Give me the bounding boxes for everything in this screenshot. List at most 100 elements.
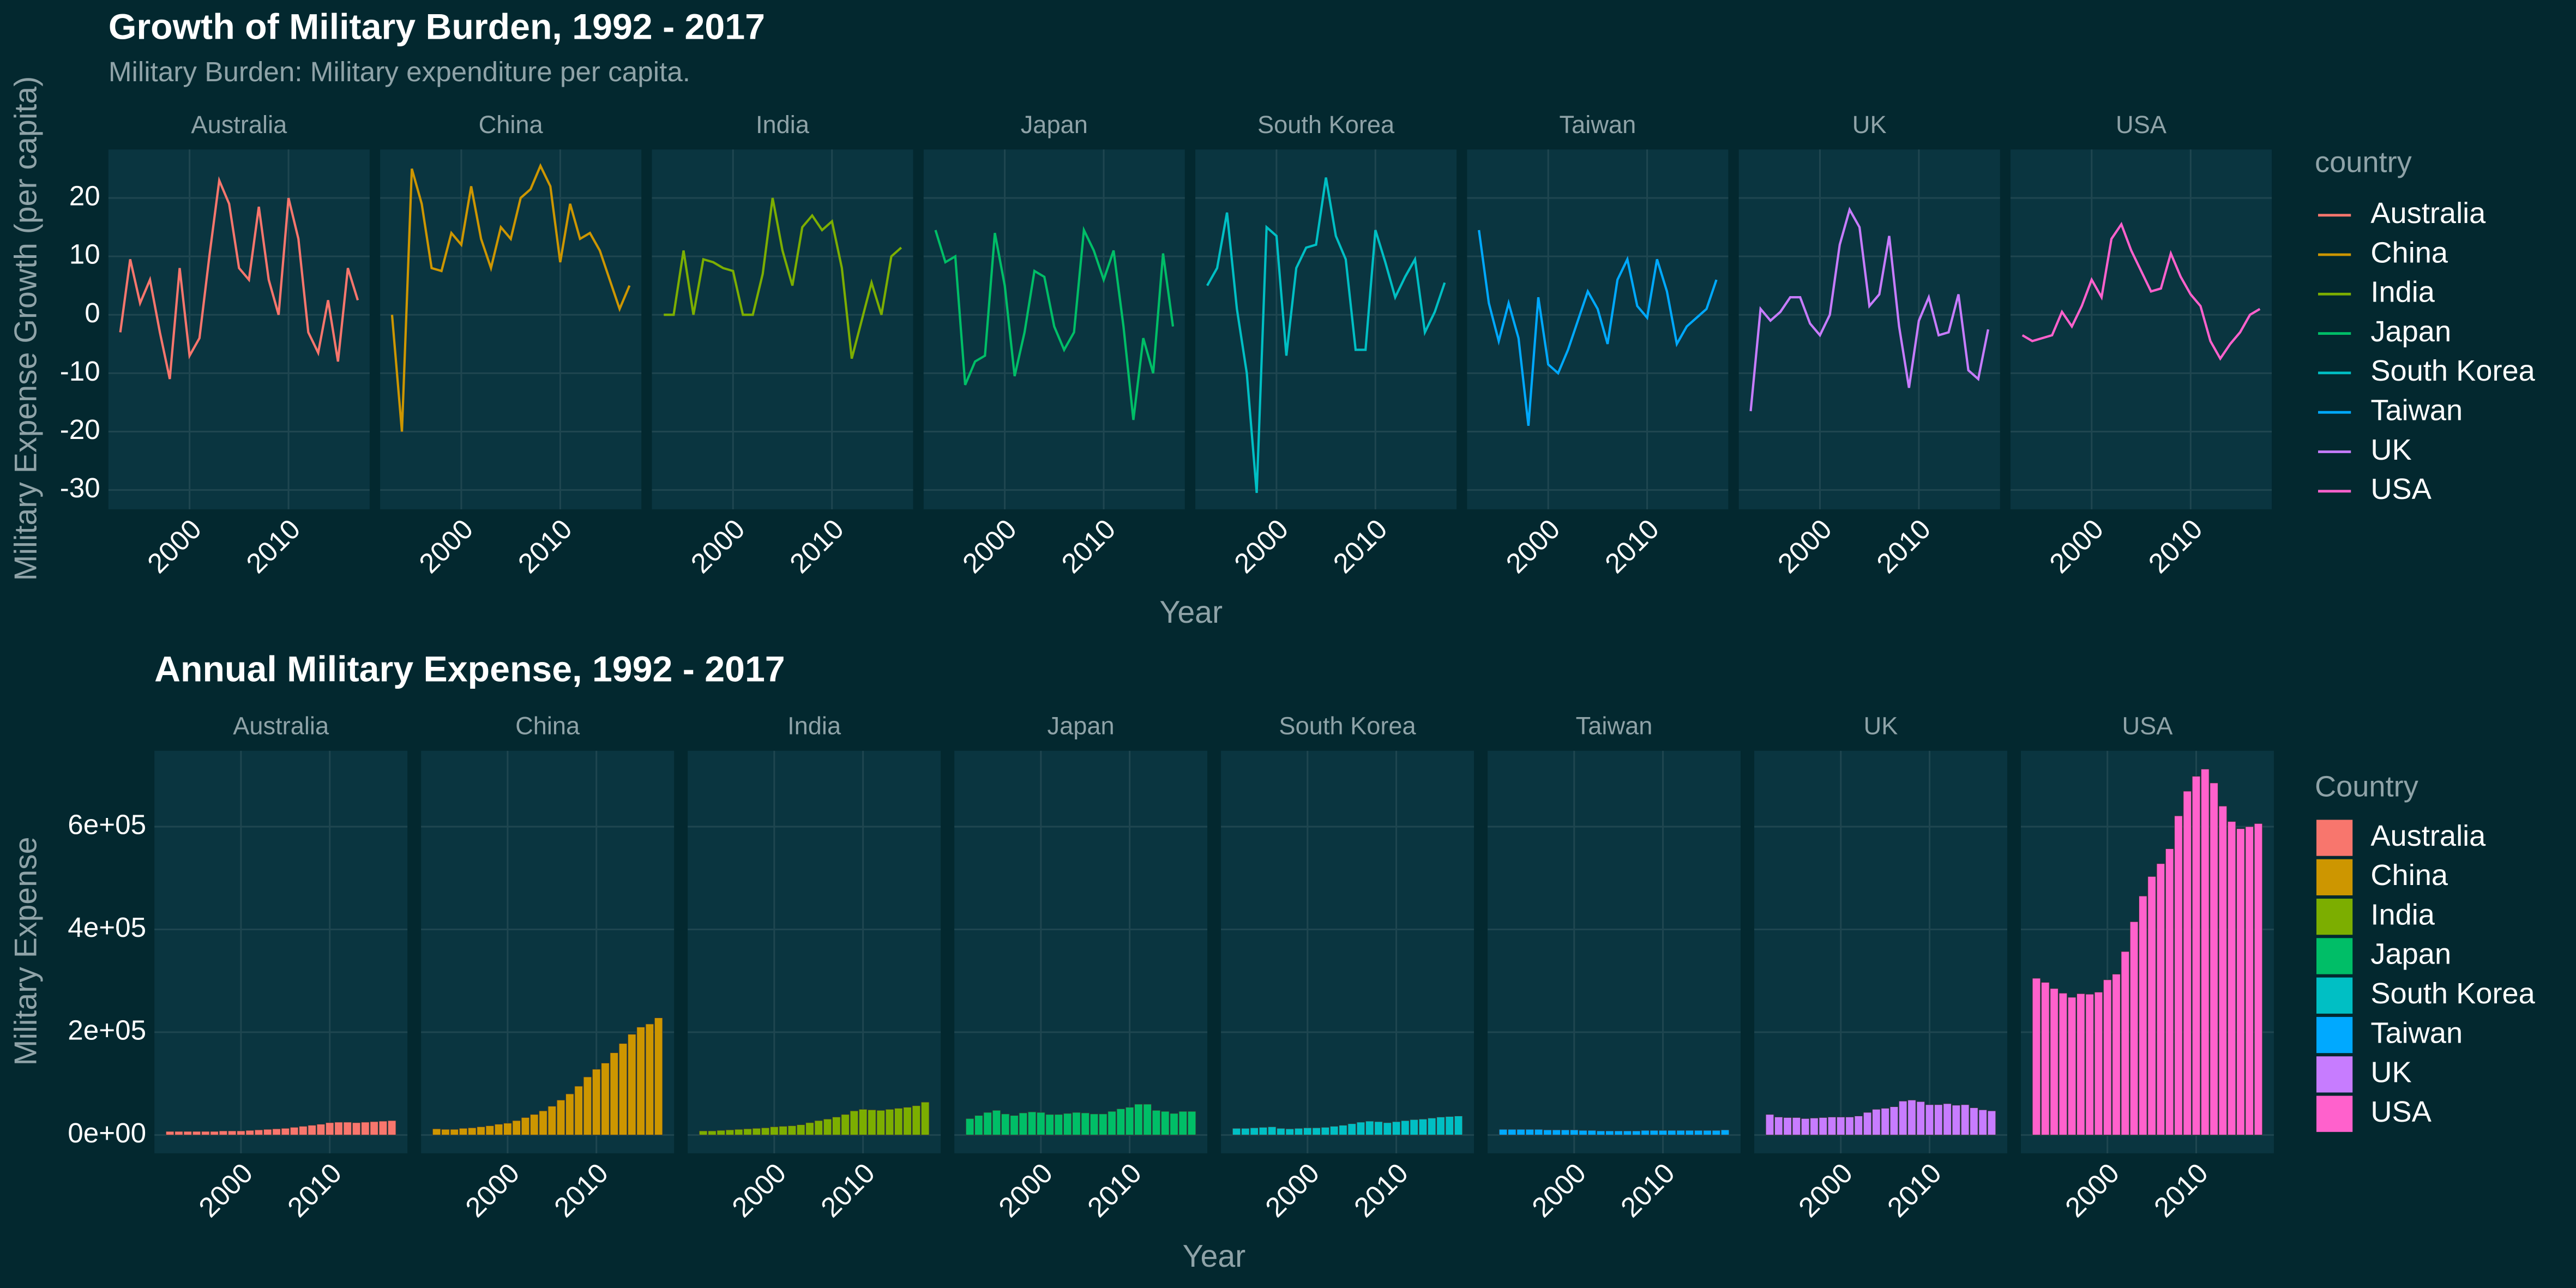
bar xyxy=(2121,951,2130,1135)
strip-label: South Korea xyxy=(1279,712,1416,740)
bar xyxy=(1285,1128,1295,1135)
legend-label: UK xyxy=(2370,434,2411,466)
bar xyxy=(2077,993,2085,1135)
bar xyxy=(1099,1114,1108,1135)
legend-title: country xyxy=(2315,146,2412,179)
bar xyxy=(2067,997,2077,1135)
bar xyxy=(183,1131,192,1135)
bar xyxy=(574,1086,583,1135)
bar xyxy=(1845,1116,1854,1135)
y-tick-label: -20 xyxy=(60,414,100,445)
y-tick-label: 0e+00 xyxy=(68,1117,146,1148)
y-axis-title: Military Expense xyxy=(8,836,43,1066)
bar xyxy=(2201,768,2210,1135)
bar xyxy=(299,1126,308,1135)
bar xyxy=(1232,1128,1241,1135)
bar xyxy=(2085,994,2094,1135)
bar xyxy=(1712,1130,1721,1135)
bar xyxy=(263,1129,272,1135)
bar xyxy=(992,1110,1001,1135)
bar xyxy=(334,1122,343,1135)
bar xyxy=(237,1130,245,1135)
bar xyxy=(876,1110,885,1135)
bar xyxy=(1552,1129,1561,1135)
bar xyxy=(894,1108,903,1135)
bar xyxy=(1418,1118,1428,1135)
bar xyxy=(450,1129,459,1135)
bar xyxy=(1347,1123,1356,1135)
bar xyxy=(343,1122,352,1135)
bar xyxy=(654,1018,663,1135)
bar xyxy=(503,1123,512,1135)
bar xyxy=(983,1112,992,1135)
y-tick-label: 0 xyxy=(85,297,100,328)
bar xyxy=(1916,1101,1925,1135)
legend-label: Australia xyxy=(2370,820,2486,852)
bar xyxy=(512,1120,521,1135)
bar xyxy=(1072,1112,1081,1135)
line xyxy=(664,197,902,359)
strip-label: China xyxy=(515,712,580,740)
bar xyxy=(628,1034,636,1135)
bar xyxy=(1543,1129,1552,1135)
bar xyxy=(1596,1130,1605,1135)
chart-title: Growth of Military Burden, 1992 - 2017 xyxy=(109,7,765,47)
bar xyxy=(1579,1130,1587,1135)
bar xyxy=(912,1105,921,1135)
bar xyxy=(1329,1126,1339,1135)
bar xyxy=(868,1109,876,1135)
bar xyxy=(805,1122,814,1135)
legend-swatch xyxy=(2316,898,2353,935)
strip-label: China xyxy=(479,111,544,139)
bar xyxy=(1987,1110,1996,1135)
bar xyxy=(1312,1127,1321,1135)
bar xyxy=(1401,1120,1410,1135)
bar xyxy=(1508,1129,1516,1135)
bar xyxy=(725,1129,735,1135)
bar xyxy=(1703,1130,1712,1135)
bar xyxy=(1569,1129,1579,1135)
strip-label: USA xyxy=(2122,712,2174,740)
bar xyxy=(547,1106,557,1135)
bar xyxy=(1054,1114,1063,1135)
bar xyxy=(708,1130,717,1135)
bar xyxy=(1907,1099,1916,1135)
bar xyxy=(378,1121,388,1135)
legend-swatch xyxy=(2316,938,2353,974)
bar xyxy=(227,1130,237,1135)
legend-swatch xyxy=(2316,1056,2353,1093)
line xyxy=(1478,230,1718,426)
bar xyxy=(2041,982,2050,1135)
bar xyxy=(1561,1129,1570,1135)
bar xyxy=(1063,1113,1072,1135)
legend-label: China xyxy=(2370,859,2448,892)
line xyxy=(2021,221,2261,361)
strip-label: Japan xyxy=(1048,712,1115,740)
bar xyxy=(1250,1127,1259,1135)
bar xyxy=(787,1125,797,1135)
bar xyxy=(459,1128,468,1135)
bar xyxy=(565,1093,574,1135)
bar xyxy=(2192,776,2201,1135)
bar xyxy=(325,1122,334,1135)
bar xyxy=(1339,1125,1347,1135)
bar xyxy=(618,1043,628,1135)
bar xyxy=(796,1124,805,1135)
strip-label: Taiwan xyxy=(1576,712,1653,740)
bar xyxy=(2254,823,2263,1135)
legend-label: Taiwan xyxy=(2370,1016,2463,1049)
bar xyxy=(1321,1127,1330,1135)
bar xyxy=(592,1069,601,1135)
x-axis-title: Year xyxy=(1159,595,1223,630)
bar xyxy=(2218,805,2228,1135)
strip-label: Taiwan xyxy=(1560,111,1636,139)
bar xyxy=(1943,1103,1952,1135)
bar xyxy=(645,1024,654,1135)
y-axis-title: Military Expense Growth (per capita) xyxy=(8,76,43,581)
bar xyxy=(467,1127,477,1135)
bar xyxy=(165,1131,174,1135)
bar xyxy=(1960,1104,1970,1135)
bar xyxy=(601,1063,610,1135)
bar xyxy=(1392,1121,1401,1135)
bar xyxy=(1267,1126,1277,1135)
